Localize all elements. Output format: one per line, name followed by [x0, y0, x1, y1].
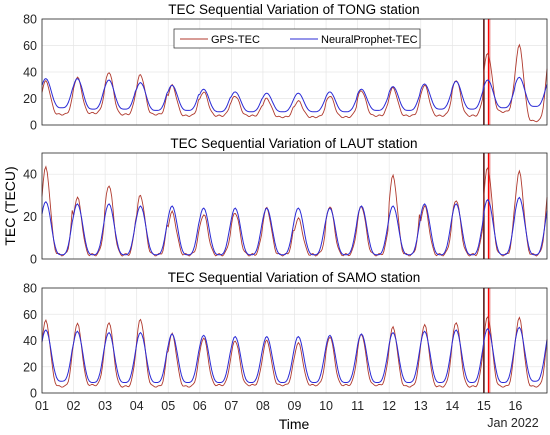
chart-title-tong: TEC Sequential Variation of TONG station: [168, 2, 419, 17]
gps-tec-line-laut: [41, 165, 548, 257]
x-axis-label: Time: [279, 416, 310, 432]
x-tick-label: 06: [193, 399, 207, 413]
yticks-laut: 0 20 40: [23, 168, 37, 267]
date-label: Jan 2022: [487, 416, 538, 430]
neuralprophet-tec-line-tong: [41, 76, 548, 113]
y-tick-label-laut: 0: [30, 253, 37, 267]
series-lines-tong: [41, 43, 548, 123]
y-tick-label-samo: 60: [23, 308, 37, 322]
x-tick-label: 15: [477, 399, 491, 413]
y-tick-label-samo: 20: [23, 360, 37, 374]
x-tick-label: 02: [67, 399, 81, 413]
chart-title-samo: TEC Sequential Variation of SAMO station: [168, 270, 421, 285]
y-tick-label-samo: 0: [30, 387, 37, 401]
y-tick-label-tong: 60: [23, 39, 37, 53]
plot-frame-laut: [41, 152, 548, 260]
panel-samo: 0 20 40 60 80 TEC Sequential Variation of SA…: [23, 270, 548, 401]
x-tick-label: 05: [161, 399, 175, 413]
x-tick-label: 07: [224, 399, 238, 413]
x-tick-label: 08: [256, 399, 270, 413]
neuralprophet-tec-line-laut: [41, 196, 548, 256]
plot-frame-samo: [41, 287, 548, 394]
y-tick-label-laut: 40: [23, 168, 37, 182]
x-tick-label: 14: [445, 399, 459, 413]
gps-tec-line-samo: [41, 315, 548, 388]
y-tick-label-samo: 40: [23, 334, 37, 348]
x-tick-label: 11: [351, 399, 364, 413]
series-lines-samo: [41, 315, 548, 388]
yticks-tong: 0 20 40 60 80: [23, 13, 37, 133]
y-tick-label-laut: 20: [23, 210, 37, 224]
x-tick-label: 04: [130, 399, 144, 413]
x-tick-label: 03: [98, 399, 112, 413]
gps-tec-line-tong: [41, 43, 548, 123]
series-lines-laut: [41, 165, 548, 257]
x-tick-label: 16: [508, 399, 522, 413]
plot-frame-tong: [41, 18, 548, 126]
x-tick-label: 12: [382, 399, 396, 413]
y-tick-label-samo: 80: [23, 282, 37, 296]
panel-laut: 0 20 40 TEC Sequential Variation of LAUT s…: [23, 136, 548, 267]
x-tick-label: 10: [319, 399, 333, 413]
legend: GPS-TEC NeuralProphet-TEC: [173, 28, 421, 49]
y-tick-label-tong: 40: [23, 66, 37, 80]
chart-title-laut: TEC Sequential Variation of LAUT station: [170, 136, 417, 151]
legend-gps-label: GPS-TEC: [211, 34, 260, 46]
x-tick-label: 13: [414, 399, 428, 413]
yticks-samo: 0 20 40 60 80: [23, 282, 37, 401]
y-tick-label-tong: 20: [23, 92, 37, 106]
y-tick-label-tong: 80: [23, 13, 37, 27]
y-axis-label: TEC (TECU): [2, 166, 18, 245]
x-tick-label: 01: [35, 399, 49, 413]
y-tick-label-tong: 0: [30, 119, 37, 133]
x-tick-label: 09: [288, 399, 302, 413]
neuralprophet-tec-line-samo: [41, 326, 548, 383]
legend-neural-label: NeuralProphet-TEC: [321, 34, 418, 46]
panel-tong: 0 20 40 60 80 TEC Sequential Variation of TO…: [23, 2, 548, 133]
x-tick-labels: 01 02 03 04 05 06 07 08 09 10 11 12 13 14 15 16: [35, 399, 522, 413]
